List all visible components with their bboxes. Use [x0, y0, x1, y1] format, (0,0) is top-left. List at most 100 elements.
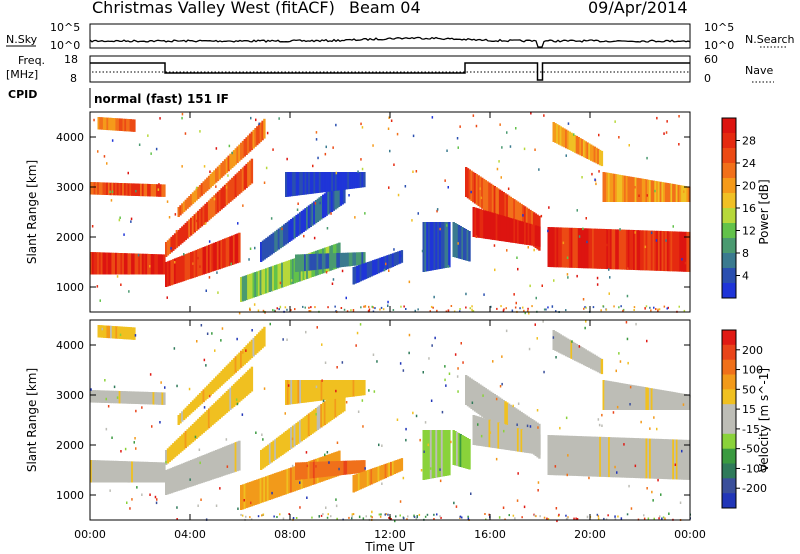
data-cell: [213, 242, 216, 271]
data-cell: [481, 209, 484, 239]
data-cell: [200, 391, 204, 404]
data-cell: [152, 254, 155, 275]
data-cell: [193, 398, 196, 411]
scatter-point: [315, 131, 318, 134]
data-cell: [200, 247, 204, 276]
ground-scatter-point: [484, 513, 486, 515]
data-cell: [263, 476, 266, 502]
scatter-point: [573, 133, 575, 136]
data-cell: [95, 252, 98, 275]
data-cell: [673, 392, 677, 410]
data-cell: [206, 177, 209, 191]
data-cell: [577, 345, 580, 363]
data-cell: [181, 203, 184, 214]
scatter-point: [170, 247, 172, 250]
data-cell: [107, 182, 111, 196]
scatter-point: [262, 438, 264, 441]
scatter-point: [278, 117, 280, 120]
scatter-point: [381, 444, 383, 447]
data-cell: [641, 438, 645, 479]
data-cell: [261, 120, 264, 141]
data-cell: [179, 413, 182, 424]
data-cell: [100, 182, 104, 195]
data-cell: [182, 432, 186, 450]
scatter-point: [230, 262, 232, 266]
data-cell: [629, 384, 632, 410]
data-cell: [286, 380, 290, 405]
data-cell: [638, 386, 641, 410]
data-cell: [90, 460, 93, 483]
ground-scatter-point: [290, 309, 292, 312]
data-cell: [165, 450, 168, 465]
data-cell: [363, 460, 366, 473]
data-cell: [172, 467, 175, 493]
data-cell: [259, 330, 262, 350]
data-cell: [204, 203, 207, 224]
data-cell: [304, 380, 307, 403]
scatter-point: [194, 435, 197, 439]
scatter-point: [189, 478, 191, 481]
colorbar-swatch: [722, 463, 736, 479]
data-cell: [495, 421, 498, 449]
data-cell: [602, 380, 605, 410]
scatter-point: [361, 167, 364, 171]
data-cell: [332, 394, 335, 419]
scatter-point: [502, 506, 505, 509]
data-cell: [216, 241, 220, 270]
scatter-point: [326, 227, 329, 230]
data-cell: [634, 177, 637, 202]
ground-scatter-point: [450, 305, 453, 307]
ground-scatter-point: [565, 514, 567, 517]
scatter-point: [565, 154, 567, 157]
data-cell: [245, 137, 248, 155]
data-cell: [297, 213, 300, 236]
data-cell: [506, 402, 509, 436]
ground-scatter-point: [653, 306, 655, 309]
scatter-point: [166, 296, 168, 299]
data-cell: [195, 457, 198, 485]
ground-scatter-point: [535, 515, 537, 518]
scatter-point: [615, 369, 617, 373]
scatter-point: [332, 146, 334, 149]
scatter-point: [500, 176, 502, 179]
data-cell: [102, 325, 106, 338]
ground-scatter-point: [378, 513, 381, 516]
scatter-point: [215, 185, 217, 188]
y-tick-label: 2000: [56, 439, 84, 452]
data-cell: [665, 231, 668, 272]
data-cell: [106, 460, 109, 483]
scatter-point: [470, 492, 472, 495]
data-cell: [647, 387, 650, 410]
data-cell: [604, 172, 607, 202]
data-cell: [231, 177, 234, 201]
scatter-point: [360, 158, 362, 161]
data-cell: [357, 252, 361, 266]
data-cell: [433, 430, 436, 478]
scatter-point: [428, 357, 430, 360]
data-cell: [347, 380, 350, 398]
scatter-point: [105, 427, 108, 431]
data-cell: [356, 473, 359, 491]
data-cell: [309, 462, 312, 479]
data-cell: [300, 210, 304, 234]
ground-scatter-point: [302, 305, 304, 308]
scatter-point: [359, 323, 362, 326]
scatter-point: [328, 461, 330, 464]
data-cell: [223, 392, 227, 415]
data-cell: [245, 371, 248, 397]
data-cell: [507, 403, 511, 437]
data-cell: [148, 462, 152, 483]
scatter-point: [646, 339, 648, 343]
data-cell: [593, 436, 597, 477]
data-cell: [559, 126, 562, 146]
data-cell: [123, 253, 127, 275]
data-cell: [222, 161, 225, 177]
data-cell: [583, 436, 586, 477]
scatter-point: [422, 371, 424, 374]
ground-scatter-point: [294, 308, 296, 311]
data-cell: [129, 253, 132, 275]
data-cell: [388, 254, 391, 269]
scatter-point: [154, 495, 157, 499]
data-cell: [377, 258, 380, 274]
scatter-point: [198, 448, 201, 451]
